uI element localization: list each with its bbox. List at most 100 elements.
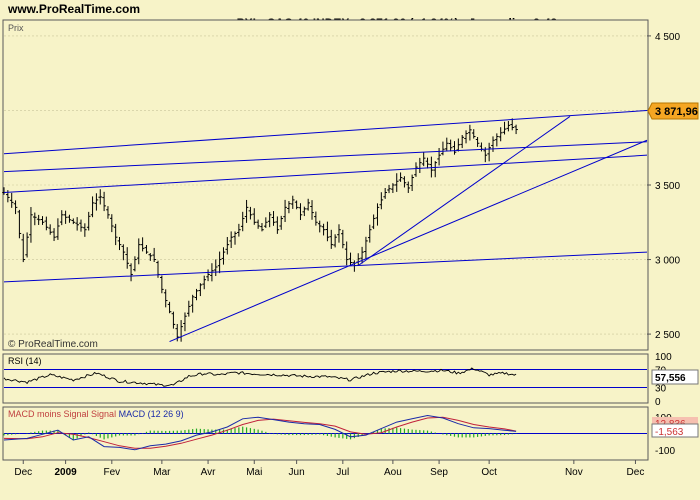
ohlc-bar	[136, 238, 141, 265]
time-tick-label: 2009	[54, 467, 77, 478]
ohlc-bar	[202, 275, 207, 290]
time-tick-label: Oct	[481, 467, 497, 478]
ohlc-bar	[36, 214, 41, 225]
ohlc-bar	[110, 214, 114, 233]
ohlc-bar	[506, 121, 511, 132]
ohlc-bar	[402, 176, 407, 188]
ohlc-bar	[414, 162, 418, 177]
ohlc-bar	[371, 214, 376, 230]
trendline[interactable]	[3, 109, 648, 155]
ohlc-bar	[471, 129, 476, 139]
ohlc-bar	[225, 237, 230, 255]
ohlc-bar	[387, 184, 391, 194]
ohlc-bar	[171, 311, 176, 329]
rsi-value-badge: 57,556	[651, 369, 699, 385]
ohlc-bar	[125, 247, 130, 269]
ohlc-bar	[379, 192, 384, 210]
ohlc-bar	[271, 211, 276, 226]
rsi-value-label: 57,556	[655, 373, 686, 384]
time-tick-label: Dec	[14, 467, 32, 478]
ohlc-bar	[510, 118, 515, 131]
ohlc-bar	[213, 259, 218, 277]
trendlines	[3, 109, 648, 343]
ohlc-bar	[456, 138, 461, 152]
ohlc-bar	[98, 189, 103, 205]
time-tick-label: Jul	[336, 467, 349, 478]
ohlc-bar	[40, 216, 45, 225]
ohlc-bar	[317, 220, 322, 233]
signal-legend: Signal	[91, 409, 116, 419]
macd-hist-legend: MACD moins Signal	[8, 409, 89, 419]
trendline[interactable]	[3, 251, 648, 283]
time-tick-label: Mar	[153, 467, 171, 478]
site-url: www.ProRealTime.com	[8, 2, 141, 16]
ohlc-bar	[187, 300, 191, 317]
ohlc-bar	[364, 236, 368, 259]
time-tick-label: Fev	[103, 467, 120, 478]
time-tick-label: Sep	[430, 467, 448, 478]
ohlc-bar	[148, 253, 153, 261]
ohlc-bar	[321, 223, 326, 236]
ohlc-bar	[71, 218, 76, 225]
ohlc-bar	[487, 142, 491, 162]
ohlc-bar	[410, 174, 414, 192]
ohlc-bar	[140, 237, 145, 252]
ohlc-bar	[117, 236, 122, 251]
ohlc-bar	[233, 231, 237, 245]
macd-legend: MACD (12 26 9)	[119, 409, 184, 419]
ohlc-bar	[75, 217, 79, 231]
ohlc-bar	[86, 211, 91, 231]
ohlc-bar	[102, 191, 106, 212]
ohlc-bar	[344, 241, 349, 266]
ohlc-bar	[514, 124, 518, 135]
rsi-panel[interactable]	[2, 353, 649, 404]
time-tick-label: Jun	[289, 467, 305, 478]
ohlc-bar	[67, 214, 72, 223]
macd-tick-label: -100	[655, 446, 675, 457]
ohlc-bar	[63, 210, 68, 224]
ohlc-bar	[502, 121, 507, 135]
trendline[interactable]	[3, 141, 648, 173]
trendline[interactable]	[3, 154, 648, 193]
ohlc-bar	[160, 275, 164, 294]
price-tick-label: 3 000	[655, 256, 680, 267]
ohlc-bar	[495, 133, 499, 147]
price-bars	[2, 118, 518, 342]
ohlc-bar	[287, 201, 291, 214]
ohlc-bar	[237, 223, 241, 237]
ohlc-bar	[33, 212, 37, 226]
ohlc-bar	[310, 200, 314, 220]
price-tick-label: 2 500	[655, 330, 680, 341]
ohlc-bar	[133, 256, 137, 272]
ohlc-bar	[260, 223, 264, 232]
ohlc-bar	[48, 224, 53, 235]
trendline[interactable]	[169, 139, 648, 343]
ohlc-bar	[244, 199, 249, 223]
rsi-panel-title: RSI (14)	[8, 356, 42, 366]
ohlc-bar	[294, 200, 299, 210]
ohlc-bar	[333, 234, 337, 248]
ohlc-bar	[468, 124, 472, 141]
ohlc-bar	[275, 216, 280, 234]
last-price-badge: 3 871,96	[647, 102, 699, 120]
ohlc-bar	[337, 224, 341, 243]
watermark: © ProRealTime.com	[8, 339, 98, 350]
ohlc-bar	[17, 209, 22, 239]
ohlc-bar	[348, 252, 353, 266]
ohlc-bar	[475, 137, 480, 147]
ohlc-bar	[152, 247, 156, 263]
ohlc-bar	[452, 141, 457, 155]
ohlc-bar	[421, 152, 426, 167]
ohlc-bar	[190, 294, 195, 313]
ohlc-bar	[441, 141, 445, 156]
ohlc-bar	[283, 199, 287, 222]
ohlc-bar	[83, 223, 87, 237]
ohlc-bar	[21, 233, 26, 263]
ohlc-bar	[444, 137, 449, 151]
macd-panel-title: MACD moins Signal Signal MACD (12 26 9)	[8, 409, 184, 419]
ohlc-bar	[52, 228, 56, 242]
ohlc-bar	[240, 211, 245, 232]
trendline[interactable]	[357, 116, 571, 266]
ohlc-bar	[429, 156, 434, 178]
